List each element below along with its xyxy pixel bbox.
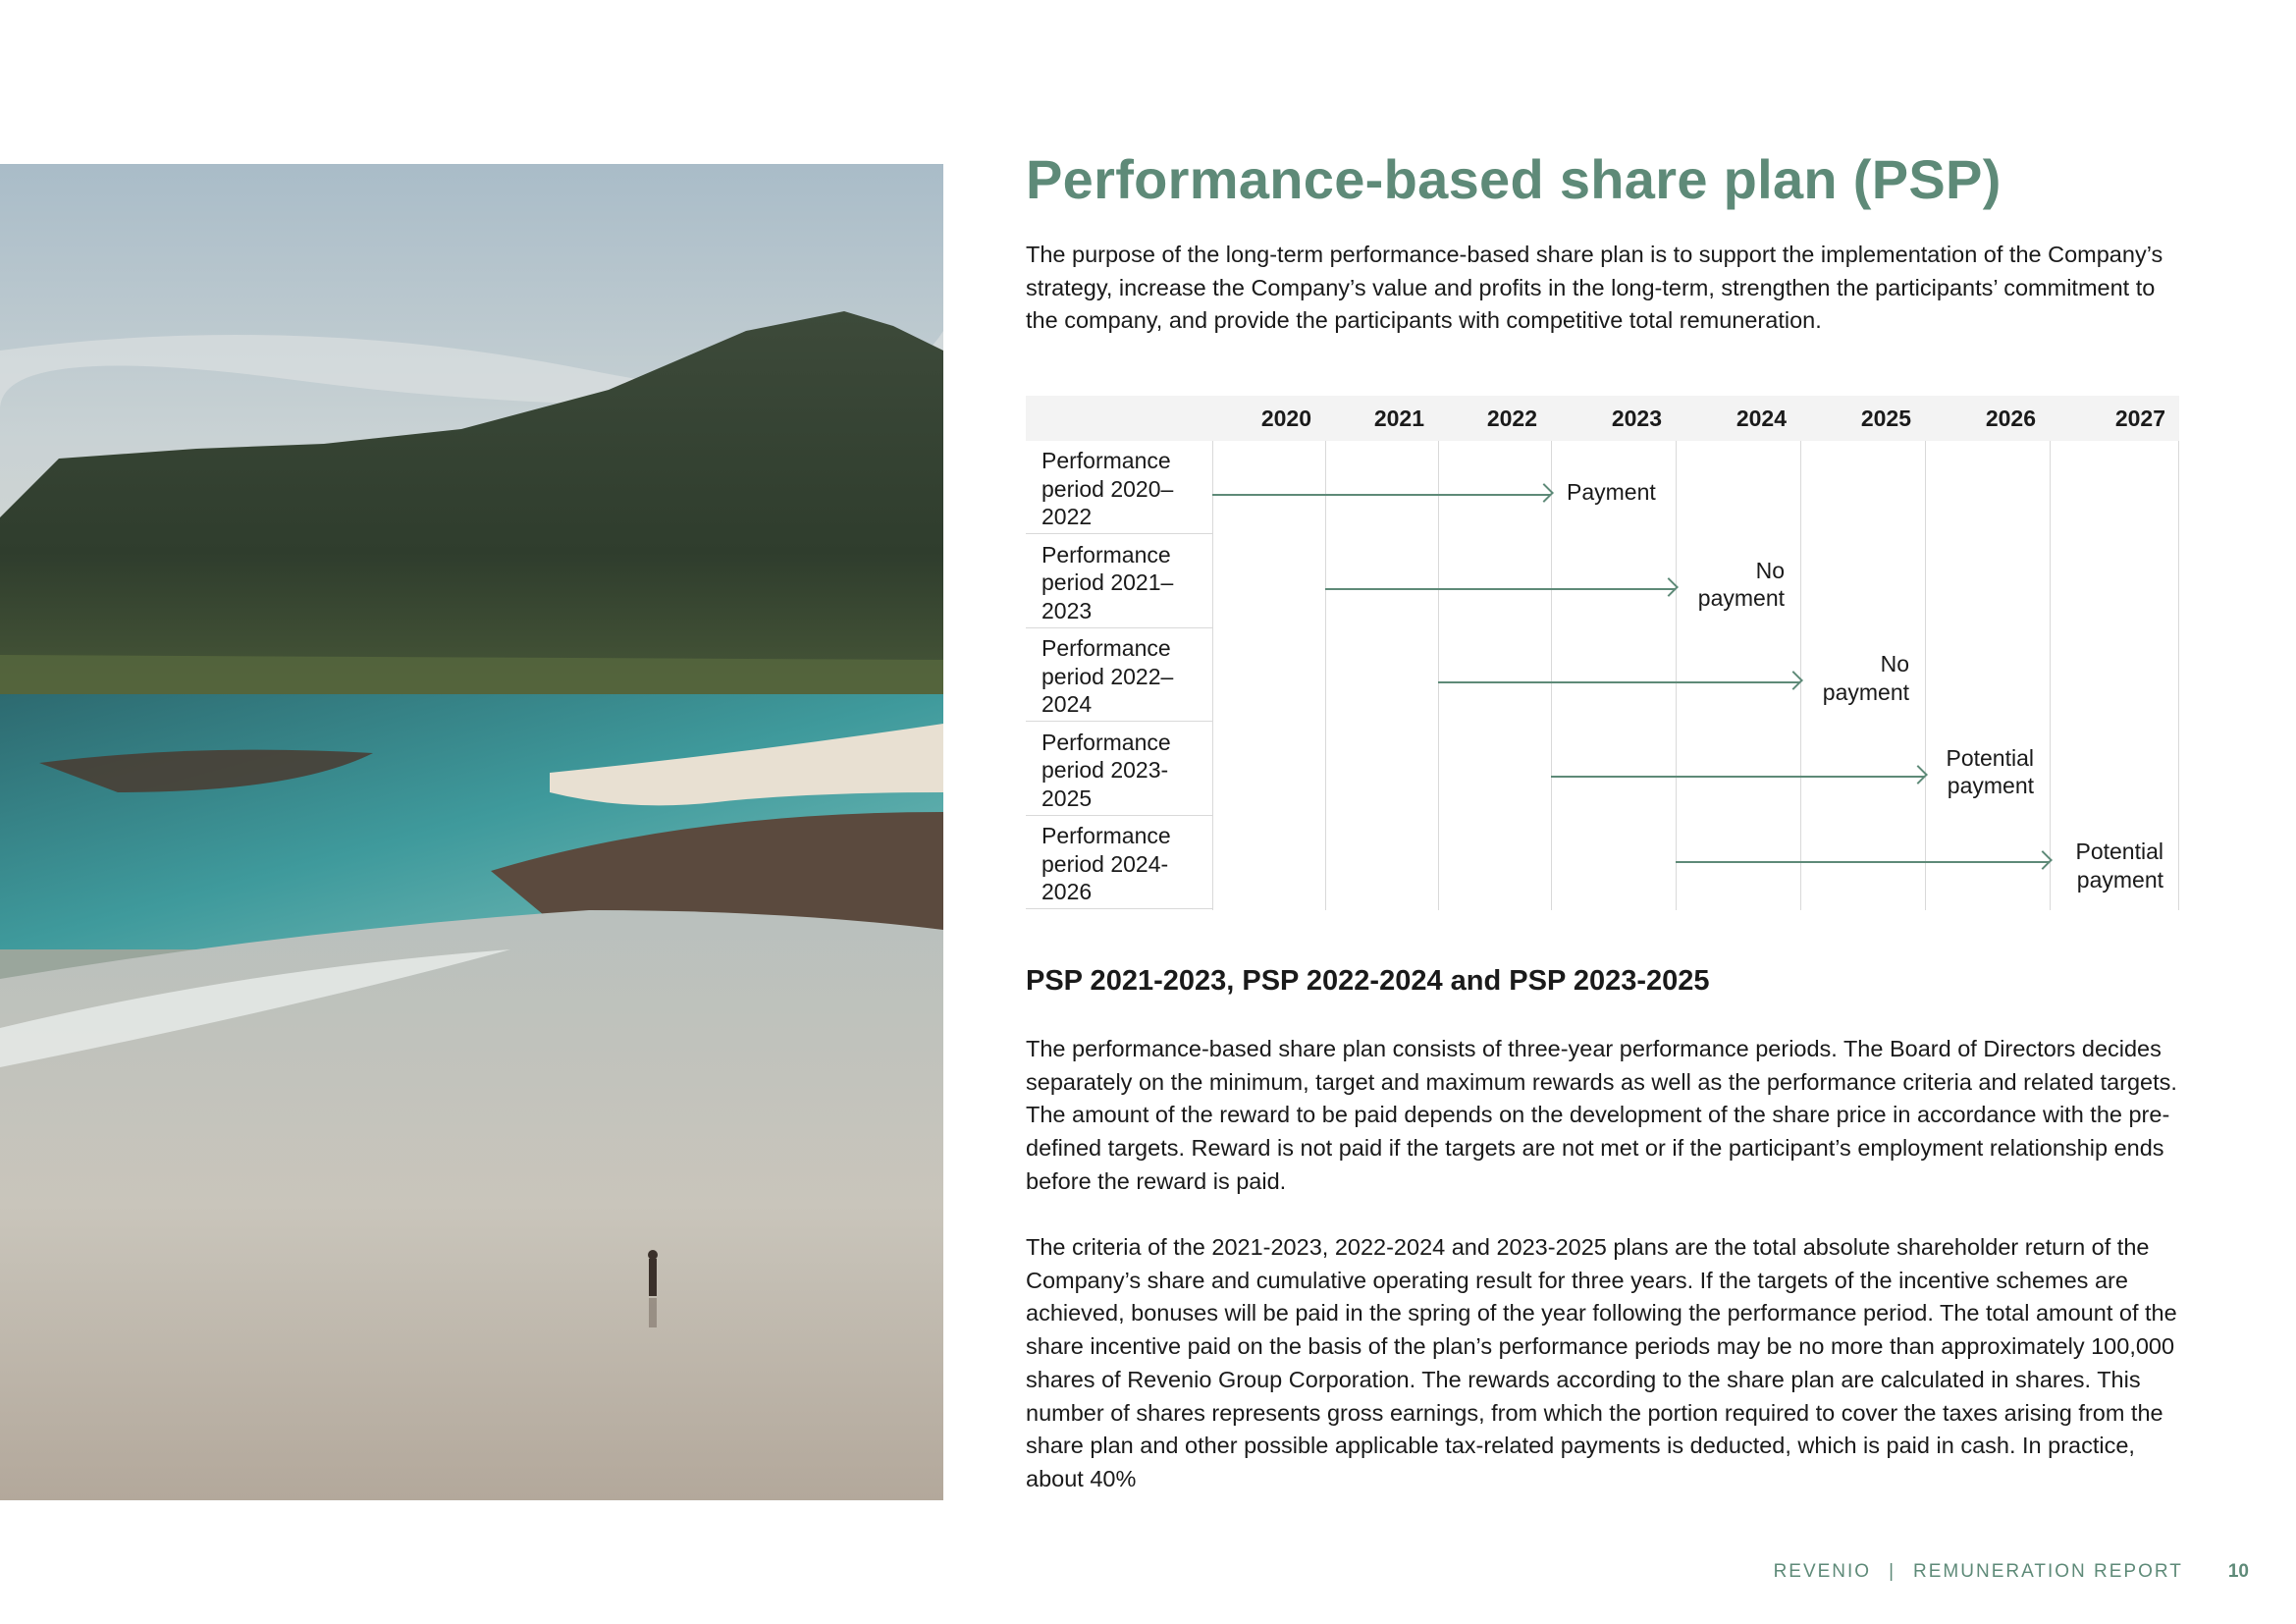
- period-outcome: Payment: [1567, 479, 1656, 505]
- period-label: Performance period 2024-2026: [1026, 816, 1212, 909]
- period-label: Performance period 2023-2025: [1026, 723, 1212, 816]
- page-number: 10: [2227, 1561, 2249, 1582]
- period-outcome: Potential payment: [1946, 744, 2034, 799]
- footer-report-name: REMUNERATION REPORT: [1913, 1561, 2183, 1582]
- period-label: Performance period 2020–2022: [1026, 441, 1212, 534]
- grid-line: [1676, 441, 1677, 910]
- grid-line: [1438, 441, 1439, 910]
- grid-line: [1325, 441, 1326, 910]
- landscape-photo: [0, 164, 943, 1500]
- period-arrow: [1676, 861, 2049, 863]
- timeline-row: Performance period 2022–2024 No payment: [1026, 628, 2179, 722]
- body-paragraph-2: The criteria of the 2021-2023, 2022-2024…: [1026, 1234, 2177, 1491]
- year-header-2021: 2021: [1373, 406, 1424, 431]
- intro-paragraph: The purpose of the long-term performance…: [1026, 242, 2163, 334]
- footer-separator: |: [1889, 1561, 1896, 1582]
- period-arrow: [1212, 494, 1550, 496]
- timeline-row: Performance period 2023-2025 Potential pa…: [1026, 723, 2179, 816]
- period-arrow: [1325, 587, 1675, 590]
- period-outcome: No payment: [1697, 557, 1785, 612]
- period-label: Performance period 2021–2023: [1026, 535, 1212, 628]
- year-header-2020: 2020: [1260, 406, 1311, 431]
- timeline-header: [1026, 396, 2179, 441]
- body-paragraph-1: The performance-based share plan consist…: [1026, 1036, 2177, 1194]
- period-arrow: [1438, 681, 1799, 683]
- grid-line: [1212, 441, 1213, 910]
- psp-timeline-table: 2020 2021 2022 2023 2024 2025 2026 2027 Perform…: [1026, 396, 2179, 910]
- page-title: Performance-based share plan (PSP): [1026, 148, 2002, 210]
- year-header-2025: 2025: [1860, 406, 1911, 431]
- period-outcome: No payment: [1822, 651, 1909, 705]
- year-header-2026: 2026: [1985, 406, 2036, 431]
- period-outcome: Potential payment: [2075, 839, 2163, 893]
- grid-line: [1800, 441, 1801, 910]
- section-subheading: PSP 2021-2023, PSP 2022-2024 and PSP 202…: [1026, 965, 1710, 997]
- year-header-2022: 2022: [1486, 406, 1537, 431]
- timeline-row: Performance period 2021–2023 No payment: [1026, 535, 2179, 628]
- grid-line: [2050, 441, 2051, 910]
- page-footer: REVENIO | REMUNERATION REPORT 10: [1774, 1561, 2249, 1583]
- year-header-2023: 2023: [1611, 406, 1662, 431]
- timeline-row: Performance period 2024-2026 Potential pa…: [1026, 816, 2179, 909]
- year-header-2024: 2024: [1735, 406, 1787, 431]
- period-label: Performance period 2022–2024: [1026, 628, 1212, 722]
- timeline-row: Performance period 2020–2022 Payment: [1026, 441, 2179, 534]
- landscape-illustration: [0, 164, 943, 1500]
- grid-line: [2178, 441, 2179, 910]
- period-arrow: [1551, 775, 1924, 778]
- grid-line: [1925, 441, 1926, 910]
- grid-line: [1551, 441, 1552, 910]
- footer-company: REVENIO: [1773, 1561, 1872, 1582]
- year-header-2027: 2027: [2114, 406, 2165, 431]
